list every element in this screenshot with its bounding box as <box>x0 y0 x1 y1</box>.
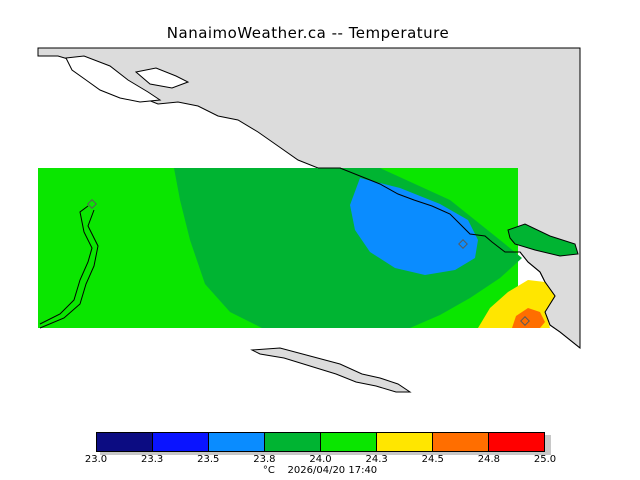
legend-tick-label: 23.3 <box>140 454 164 465</box>
station-marker <box>458 239 468 249</box>
inlet-water <box>65 55 162 103</box>
temp-field-orange <box>512 308 545 328</box>
legend-swatch <box>153 433 209 451</box>
map-title: NanaimoWeather.ca -- Temperature <box>166 24 450 42</box>
timestamp: 2026/04/20 17:40 <box>287 465 378 476</box>
legend-tick-label: 24.5 <box>421 454 444 465</box>
legend-swatch <box>377 433 433 451</box>
footer: °C 2026/04/20 17:40 <box>0 465 640 476</box>
color-legend <box>96 432 545 452</box>
river-bank <box>39 209 99 329</box>
temp-field-blue <box>350 178 478 275</box>
legend-swatch <box>265 433 321 451</box>
legend-tick-label: 23.8 <box>253 454 276 465</box>
legend-tick-label: 24.3 <box>365 454 388 465</box>
legend-swatch <box>321 433 377 451</box>
legend-tick-label: 23.5 <box>197 454 220 465</box>
legend-tick-label: 23.0 <box>84 454 108 465</box>
legend-tick-label: 25.0 <box>533 454 557 465</box>
river <box>39 205 93 325</box>
legend-swatch <box>489 433 544 451</box>
inlet-water-2 <box>134 67 190 89</box>
station-marker <box>520 316 530 326</box>
island-south <box>250 347 412 393</box>
peninsula <box>507 223 579 257</box>
station-marker <box>87 199 97 209</box>
legend-swatch <box>433 433 489 451</box>
legend-swatch <box>209 433 265 451</box>
legend-tick-label: 24.0 <box>309 454 332 465</box>
unit-label: °C <box>262 465 275 476</box>
legend-tick-label: 24.8 <box>477 454 501 465</box>
legend-swatch <box>97 433 153 451</box>
coastline <box>318 167 581 349</box>
